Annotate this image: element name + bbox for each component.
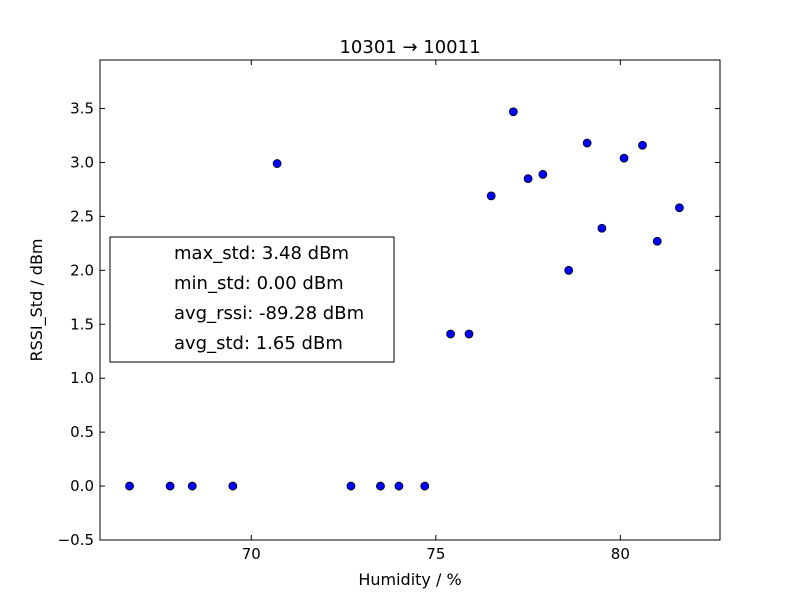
data-point (638, 140, 647, 150)
data-point (564, 265, 574, 275)
x-axis: 70 75 80 (242, 60, 630, 563)
y-tick-label: 2.5 (70, 207, 94, 225)
data-point (619, 153, 629, 163)
data-point (165, 481, 175, 491)
data-points (125, 107, 684, 491)
data-point (272, 159, 282, 168)
data-point (582, 138, 592, 148)
data-point (376, 481, 385, 491)
data-point (675, 203, 684, 213)
y-tick-label: 3.5 (70, 100, 94, 118)
data-point (508, 107, 518, 117)
data-point (464, 329, 474, 339)
legend-entry-avg-rssi: avg_rssi: -89.28 dBm (174, 303, 364, 324)
y-tick-label: 0.5 (70, 423, 94, 441)
data-point (420, 481, 430, 491)
legend-entry-max-std: max_std: 3.48 dBm (174, 243, 349, 264)
y-tick-label: −0.5 (58, 531, 94, 549)
y-tick-label: 2.0 (70, 261, 94, 279)
y-tick-label: 0.0 (70, 477, 94, 495)
chart-title: 10301 → 10011 (339, 37, 480, 58)
legend-entry-min-std: min_std: 0.00 dBm (174, 273, 344, 294)
data-point (523, 174, 533, 184)
legend-entry-avg-std: avg_std: 1.65 dBm (174, 333, 343, 354)
data-point (652, 236, 662, 246)
data-point (187, 481, 197, 491)
legend-frame (109, 236, 395, 363)
y-tick-label: 1.5 (70, 315, 94, 333)
x-tick-label: 75 (426, 545, 445, 563)
data-point (538, 169, 548, 179)
data-point (125, 481, 134, 491)
data-point (486, 191, 496, 201)
y-axis: −0.5 0.0 0.5 1.0 1.5 2.0 2.5 3.0 3.5 (58, 100, 720, 549)
x-tick-label: 80 (611, 545, 630, 563)
data-point (446, 329, 455, 339)
data-point (394, 481, 404, 491)
x-axis-label: Humidity / % (358, 570, 461, 589)
y-axis-label: RSSI_Std / dBm (27, 238, 47, 361)
plot-area (99, 59, 721, 541)
data-point (228, 481, 238, 491)
data-point (346, 481, 356, 491)
y-tick-label: 1.0 (70, 369, 94, 387)
y-tick-label: 3.0 (70, 153, 94, 171)
legend-box: max_std: 3.48 dBm min_std: 0.00 dBm avg_… (109, 236, 395, 363)
plot-frame (99, 59, 721, 541)
x-tick-label: 70 (242, 545, 261, 563)
data-point (597, 223, 607, 233)
